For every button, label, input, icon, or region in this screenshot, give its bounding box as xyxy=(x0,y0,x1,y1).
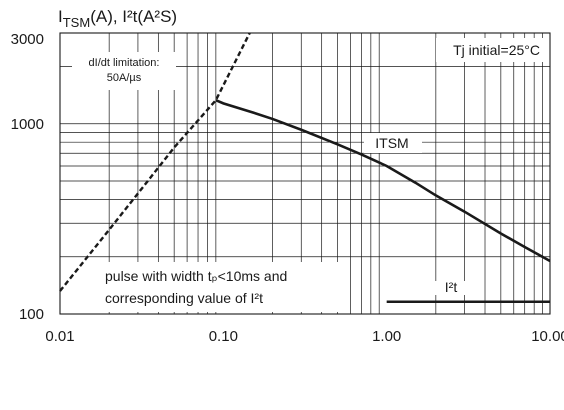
x-tick-label: 10.00 xyxy=(531,328,564,345)
y-tick-label: 3000 xyxy=(11,31,44,48)
didt-limitation-value: 50A/µs xyxy=(107,72,142,84)
tj-label-background xyxy=(436,38,544,62)
i2t-line-label: I²t xyxy=(445,279,458,295)
y-tick-label: 1000 xyxy=(11,116,44,133)
y-tick-label: 100 xyxy=(19,306,44,323)
didt-limitation-label: dI/dt limitation: xyxy=(89,57,160,69)
plot-frame xyxy=(59,32,551,315)
x-tick-label: 1.00 xyxy=(372,328,401,345)
pulse-label-background xyxy=(97,262,341,312)
pulse-description-line-1: pulse with width tₚ<10ms and xyxy=(105,268,287,284)
pulse-description-line-2: corresponding value of I²t xyxy=(105,290,263,306)
y-axis-label-main: (A), I²t(A²S) xyxy=(90,7,177,26)
tick-labels: 0.01 0.10 1.00 10.00 100 1000 3000 xyxy=(11,31,564,345)
itsm-label-background xyxy=(364,133,422,153)
x-tick-label: 0.01 xyxy=(45,328,74,345)
tj-initial-label: Tj initial=25°C xyxy=(453,42,540,58)
series-line-2 xyxy=(59,32,251,292)
series-line-0 xyxy=(215,99,551,263)
label-backgrounds xyxy=(72,38,544,312)
didt-label-background xyxy=(72,52,176,90)
series-layer xyxy=(59,32,551,304)
i2t-label-background xyxy=(429,281,475,295)
y-axis-label-prefix: I xyxy=(58,7,63,26)
y-axis-label: ITSM(A), I²t(A²S) xyxy=(58,7,177,30)
x-tick-label: 0.10 xyxy=(209,328,238,345)
y-axis-label-subscript: TSM xyxy=(63,15,90,30)
itsm-curve-label: ITSM xyxy=(375,135,408,151)
grid xyxy=(59,32,551,315)
